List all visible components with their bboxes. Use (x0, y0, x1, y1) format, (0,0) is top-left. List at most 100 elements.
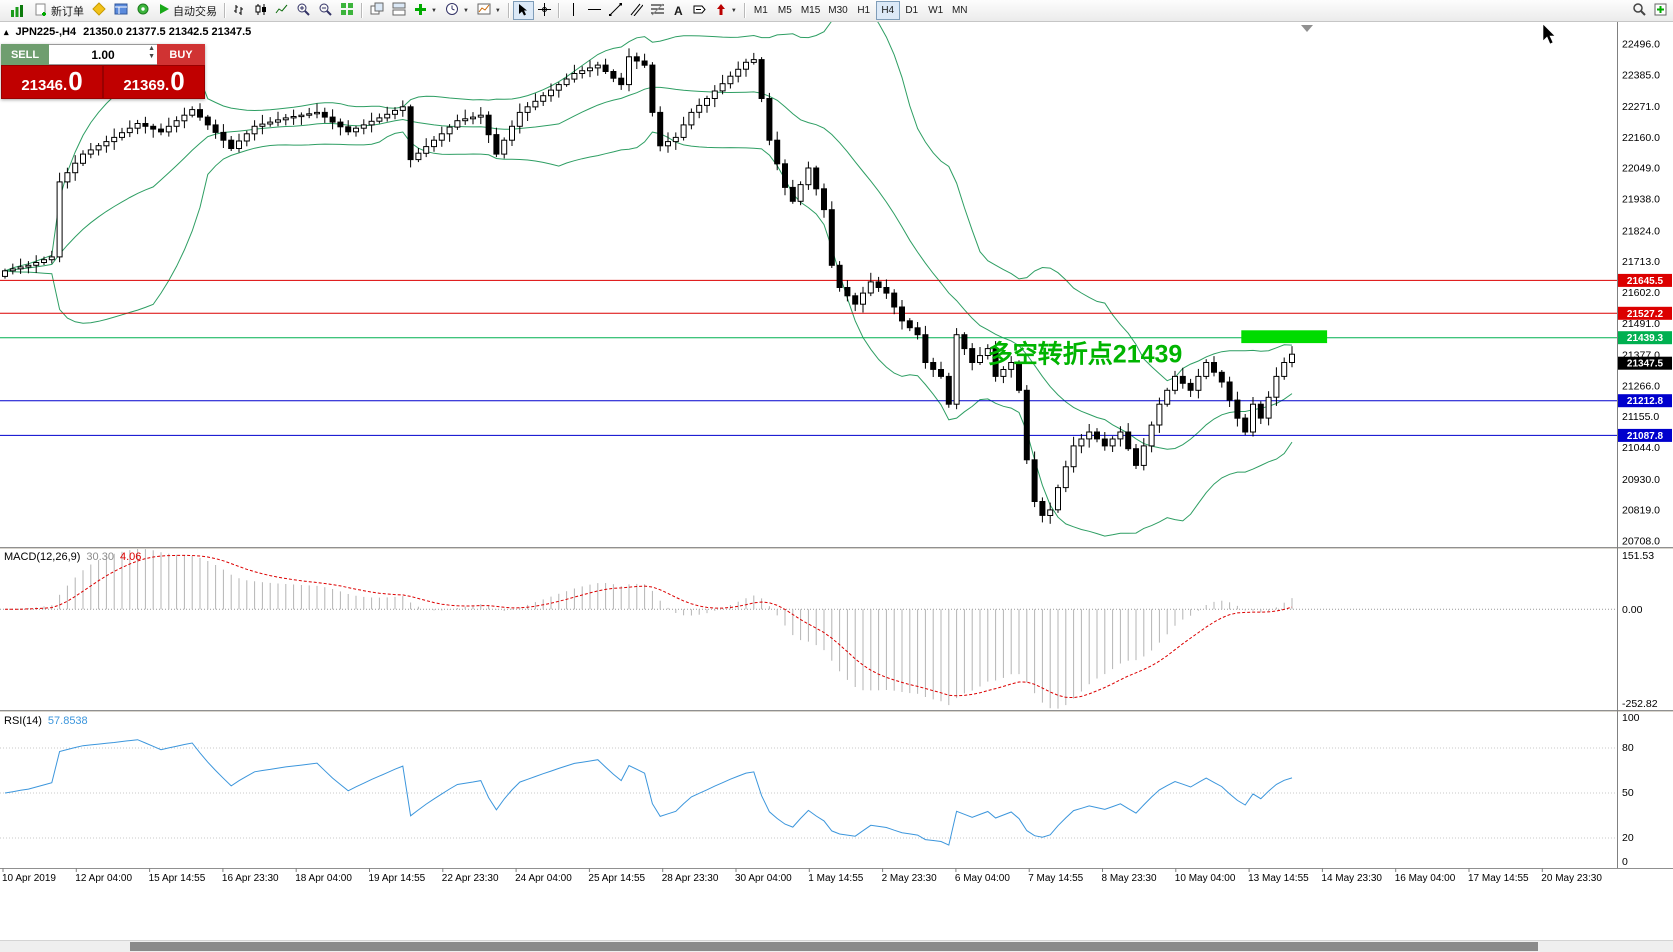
tile-horizontal-button[interactable] (388, 1, 410, 20)
timeframe-m30-button[interactable]: M30 (824, 1, 851, 20)
vertical-line-tool[interactable] (563, 1, 584, 20)
macd-signal-value: 4.06 (119, 551, 142, 563)
rsi-pane-label: RSI(14) 57.8538 (4, 715, 88, 727)
autotrading-icon (158, 3, 170, 18)
horizontal-line-icon (587, 5, 601, 17)
tile-windows-button[interactable] (336, 1, 358, 20)
chevron-down-icon: ▼ (431, 7, 437, 14)
market-watch-button[interactable] (110, 1, 132, 20)
add-chart-button[interactable] (1650, 1, 1671, 20)
zoom-out-button[interactable] (314, 1, 336, 20)
new-order-button[interactable]: 新订单 (31, 1, 88, 20)
crosshair-tool-button[interactable] (534, 1, 555, 20)
metaeditor-icon (92, 2, 106, 19)
ohlc-values: 21350.0 21377.5 21342.5 21347.5 (83, 26, 252, 38)
line-chart-button[interactable] (271, 1, 292, 20)
timeframe-h1-button[interactable]: H1 (852, 1, 876, 20)
arrows-tool[interactable]: ▼ (711, 1, 741, 20)
macd-pane (0, 549, 1617, 709)
channel-tool[interactable] (626, 1, 647, 20)
volume-down-button[interactable]: ▼ (148, 53, 155, 60)
timeframe-d1-button[interactable]: D1 (900, 1, 924, 20)
trendline-tool[interactable] (605, 1, 626, 20)
time-tick-label: 25 Apr 14:55 (588, 873, 645, 884)
time-tick-label: 17 May 14:55 (1468, 873, 1529, 884)
price-badge-label: 21527.2 (1627, 309, 1664, 320)
timeframe-m1-button[interactable]: M1 (749, 1, 773, 20)
macd-pane-label: MACD(12,26,9) 30.30 4.06 (4, 551, 141, 563)
fibonacci-tool[interactable] (647, 1, 668, 20)
candlestick-chart-button[interactable] (250, 1, 271, 20)
volume-stepper[interactable]: 1.00 ▲ ▼ (49, 44, 157, 65)
price-tick-label: 20819.0 (1622, 505, 1660, 517)
price-tick-label: 21824.0 (1622, 225, 1660, 237)
buy-price-big-digit: 0 (170, 66, 185, 96)
indicators-button[interactable]: ▼ (410, 1, 441, 20)
price-tick-label: 22271.0 (1622, 101, 1660, 113)
horizontal-levels[interactable] (0, 279, 1617, 436)
timeframe-m15-button[interactable]: M15 (797, 1, 824, 20)
time-tick-label: 1 May 14:55 (808, 873, 863, 884)
one-click-toggle[interactable]: ▴ (4, 26, 9, 37)
chevron-down-icon: ▼ (730, 7, 737, 14)
volume-up-button[interactable]: ▲ (148, 45, 155, 52)
label-tool[interactable] (689, 1, 711, 20)
chart-shift-marker[interactable] (1301, 25, 1313, 32)
buy-price-main: 21369. (123, 77, 170, 94)
timeframe-w1-button[interactable]: W1 (924, 1, 948, 20)
app-icon (2, 0, 31, 21)
new-order-icon (35, 3, 48, 19)
metaeditor-button[interactable] (88, 1, 110, 20)
buy-price-button[interactable]: 21369. 0 (103, 65, 205, 99)
rsi-axis-label: 50 (1622, 787, 1634, 799)
zoom-in-button[interactable] (292, 1, 314, 20)
time-tick-label: 16 Apr 23:30 (222, 873, 279, 884)
time-tick-label: 22 Apr 23:30 (442, 873, 499, 884)
time-tick-label: 8 May 23:30 (1102, 873, 1157, 884)
macd-title: MACD(12,26,9) (4, 551, 81, 563)
price-tick-label: 21713.0 (1622, 256, 1660, 268)
zoom-out-icon (318, 2, 332, 19)
price-badge (1618, 306, 1672, 320)
highlight-rectangle[interactable] (1241, 330, 1328, 344)
line-chart-icon (275, 3, 288, 19)
chart-ohlc-header: ▴ JPN225-,H4 21350.0 21377.5 21342.5 213… (4, 26, 251, 38)
buy-button[interactable]: BUY (157, 44, 205, 65)
timeframe-h4-button[interactable]: H4 (875, 1, 900, 20)
candlestick-icon (254, 3, 267, 19)
price-badge-label: 21212.8 (1627, 396, 1664, 407)
scrollbar-thumb[interactable] (130, 942, 1538, 951)
search-button[interactable] (1628, 1, 1650, 20)
price-axis[interactable]: 22496.0 22385.0 22271.0 22160.0 22049.0 21938… (1618, 39, 1672, 869)
volume-value: 1.00 (91, 47, 115, 62)
periods-button[interactable]: ▼ (441, 1, 473, 20)
sell-price-button[interactable]: 21346. 0 (1, 65, 103, 99)
plus-icon (1654, 3, 1667, 19)
text-tool[interactable]: A (668, 1, 689, 20)
main-toolbar: 新订单 自动交易 ▼ ▼ (0, 0, 1673, 22)
timeframe-mn-button[interactable]: MN (948, 1, 972, 20)
price-badge-label: 21439.3 (1627, 333, 1664, 344)
time-tick-label: 20 May 23:30 (1541, 873, 1602, 884)
templates-button[interactable]: ▼ (473, 1, 505, 20)
time-axis[interactable]: 10 Apr 2019 12 Apr 04:00 15 Apr 14:55 16 Ap… (2, 868, 1602, 884)
rsi-pane (0, 739, 1617, 846)
time-tick-label: 14 May 23:30 (1321, 873, 1382, 884)
timeframe-m5-button[interactable]: M5 (773, 1, 797, 20)
cursor-tool-button[interactable] (512, 1, 534, 20)
time-tick-label: 18 Apr 04:00 (295, 873, 352, 884)
bollinger-lower (4, 131, 1293, 537)
annotation-text[interactable]: 多空转折点21439 (988, 340, 1183, 369)
time-tick-label: 2 May 23:30 (882, 873, 937, 884)
autotrading-button[interactable]: 自动交易 (154, 1, 221, 20)
horizontal-line-tool[interactable] (584, 1, 605, 20)
rsi-axis-label: 20 (1622, 832, 1634, 844)
time-tick-label: 13 May 14:55 (1248, 873, 1309, 884)
alerts-button[interactable] (132, 1, 154, 20)
price-badge (1618, 356, 1672, 370)
sell-button[interactable]: SELL (1, 44, 49, 65)
bar-chart-button[interactable] (229, 1, 250, 20)
horizontal-scrollbar[interactable] (0, 940, 1673, 952)
cascade-windows-button[interactable] (366, 1, 388, 20)
